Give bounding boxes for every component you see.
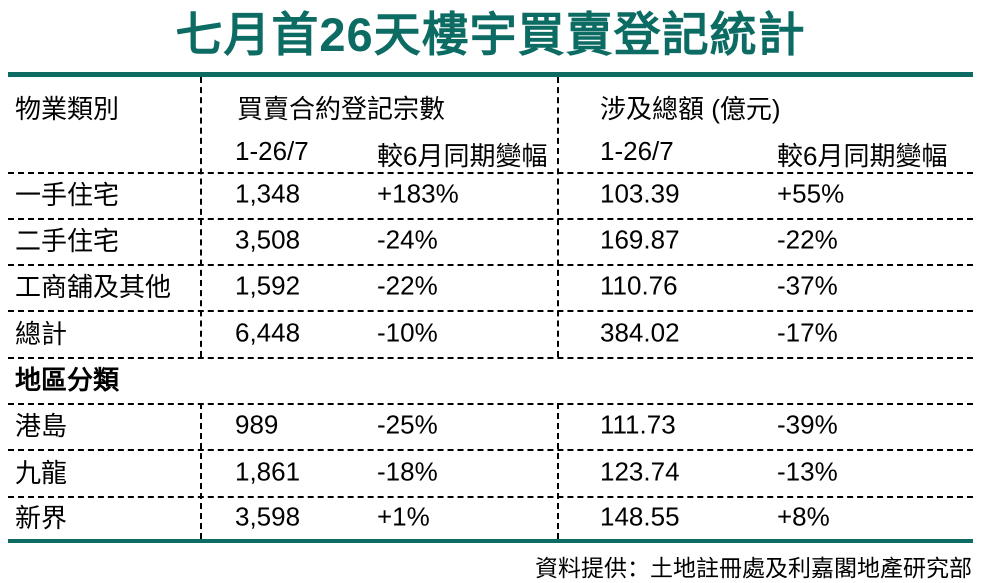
row-label: 新界: [15, 502, 68, 533]
row-separator: [8, 496, 973, 498]
subheader-amt-period: 1-26/7: [600, 136, 674, 166]
cell-count: 6,448: [235, 316, 301, 347]
cell-amount: 169.87: [600, 224, 680, 255]
group-header-amount: 涉及總額 (億元): [600, 94, 781, 124]
section-header-row: 地區分類: [0, 357, 981, 403]
row-label: 工商舖及其他: [15, 272, 172, 303]
row-label: 總計: [15, 318, 68, 349]
row-label: 九龍: [15, 457, 68, 488]
top-rule: [8, 72, 973, 77]
cell-count-change: -25%: [377, 409, 438, 440]
cell-amount: 123.74: [600, 455, 680, 486]
table-row: 工商舖及其他 1,592 -22% 110.76 -37%: [0, 264, 981, 310]
row-separator: [8, 264, 973, 266]
cell-count: 1,348: [235, 178, 301, 209]
page-title: 七月首26天樓宇買賣登記統計: [175, 8, 806, 61]
subheader-amt-change: 較6月同期變幅: [777, 141, 948, 171]
bottom-rule: [8, 539, 973, 543]
row-separator: [8, 172, 973, 174]
row-label: 一手住宅: [15, 180, 120, 211]
group-header-registrations: 買賣合約登記宗數: [237, 94, 446, 124]
row-separator: [8, 310, 973, 312]
cell-amount-change: +8%: [777, 500, 830, 531]
table-row: 總計 6,448 -10% 384.02 -17%: [0, 310, 981, 357]
cell-amount-change: -39%: [777, 409, 838, 440]
cell-count: 1,592: [235, 270, 301, 301]
row-label: 二手住宅: [15, 226, 120, 257]
cell-count-change: +1%: [377, 500, 430, 531]
cell-amount-change: -37%: [777, 270, 838, 301]
cell-amount-change: -17%: [777, 316, 838, 347]
table-row: 港島 989 -25% 111.73 -39%: [0, 403, 981, 449]
cell-amount-change: -13%: [777, 455, 838, 486]
table-row: 二手住宅 3,508 -24% 169.87 -22%: [0, 218, 981, 264]
subheader-reg-change: 較6月同期變幅: [377, 141, 548, 171]
table-row: 新界 3,598 +1% 148.55 +8%: [0, 496, 981, 539]
column-divider-right: [557, 403, 559, 539]
row-label: 港島: [15, 411, 68, 442]
cell-count: 3,598: [235, 500, 301, 531]
cell-count: 989: [235, 409, 279, 440]
column-divider-right: [557, 77, 559, 357]
cell-count-change: +183%: [377, 178, 459, 209]
section-header-label: 地區分類: [15, 365, 120, 396]
table-row: 九龍 1,861 -18% 123.74 -13%: [0, 449, 981, 496]
cell-count-change: -22%: [377, 270, 438, 301]
cell-amount: 103.39: [600, 178, 680, 209]
cell-amount: 111.73: [600, 409, 676, 440]
row-separator: [8, 403, 973, 405]
cell-amount-change: +55%: [777, 178, 845, 209]
cell-amount: 148.55: [600, 500, 680, 531]
column-divider-left: [200, 77, 202, 357]
row-separator: [8, 218, 973, 220]
cell-count: 1,861: [235, 455, 301, 486]
cell-count: 3,508: [235, 224, 301, 255]
table-row: 一手住宅 1,348 +183% 103.39 +55%: [0, 172, 981, 218]
cell-amount: 110.76: [600, 270, 678, 301]
subheader-reg-period: 1-26/7: [235, 136, 309, 166]
cell-amount: 384.02: [600, 316, 680, 347]
cell-amount-change: -22%: [777, 224, 838, 255]
row-separator: [8, 449, 973, 451]
cell-count-change: -24%: [377, 224, 438, 255]
column-divider-left: [200, 403, 202, 539]
row-separator: [8, 357, 973, 359]
cell-count-change: -18%: [377, 455, 438, 486]
cell-count-change: -10%: [377, 316, 438, 347]
column-header-property-type: 物業類別: [15, 94, 120, 124]
source-note: 資料提供：土地註冊處及利嘉閣地產研究部: [535, 555, 972, 581]
